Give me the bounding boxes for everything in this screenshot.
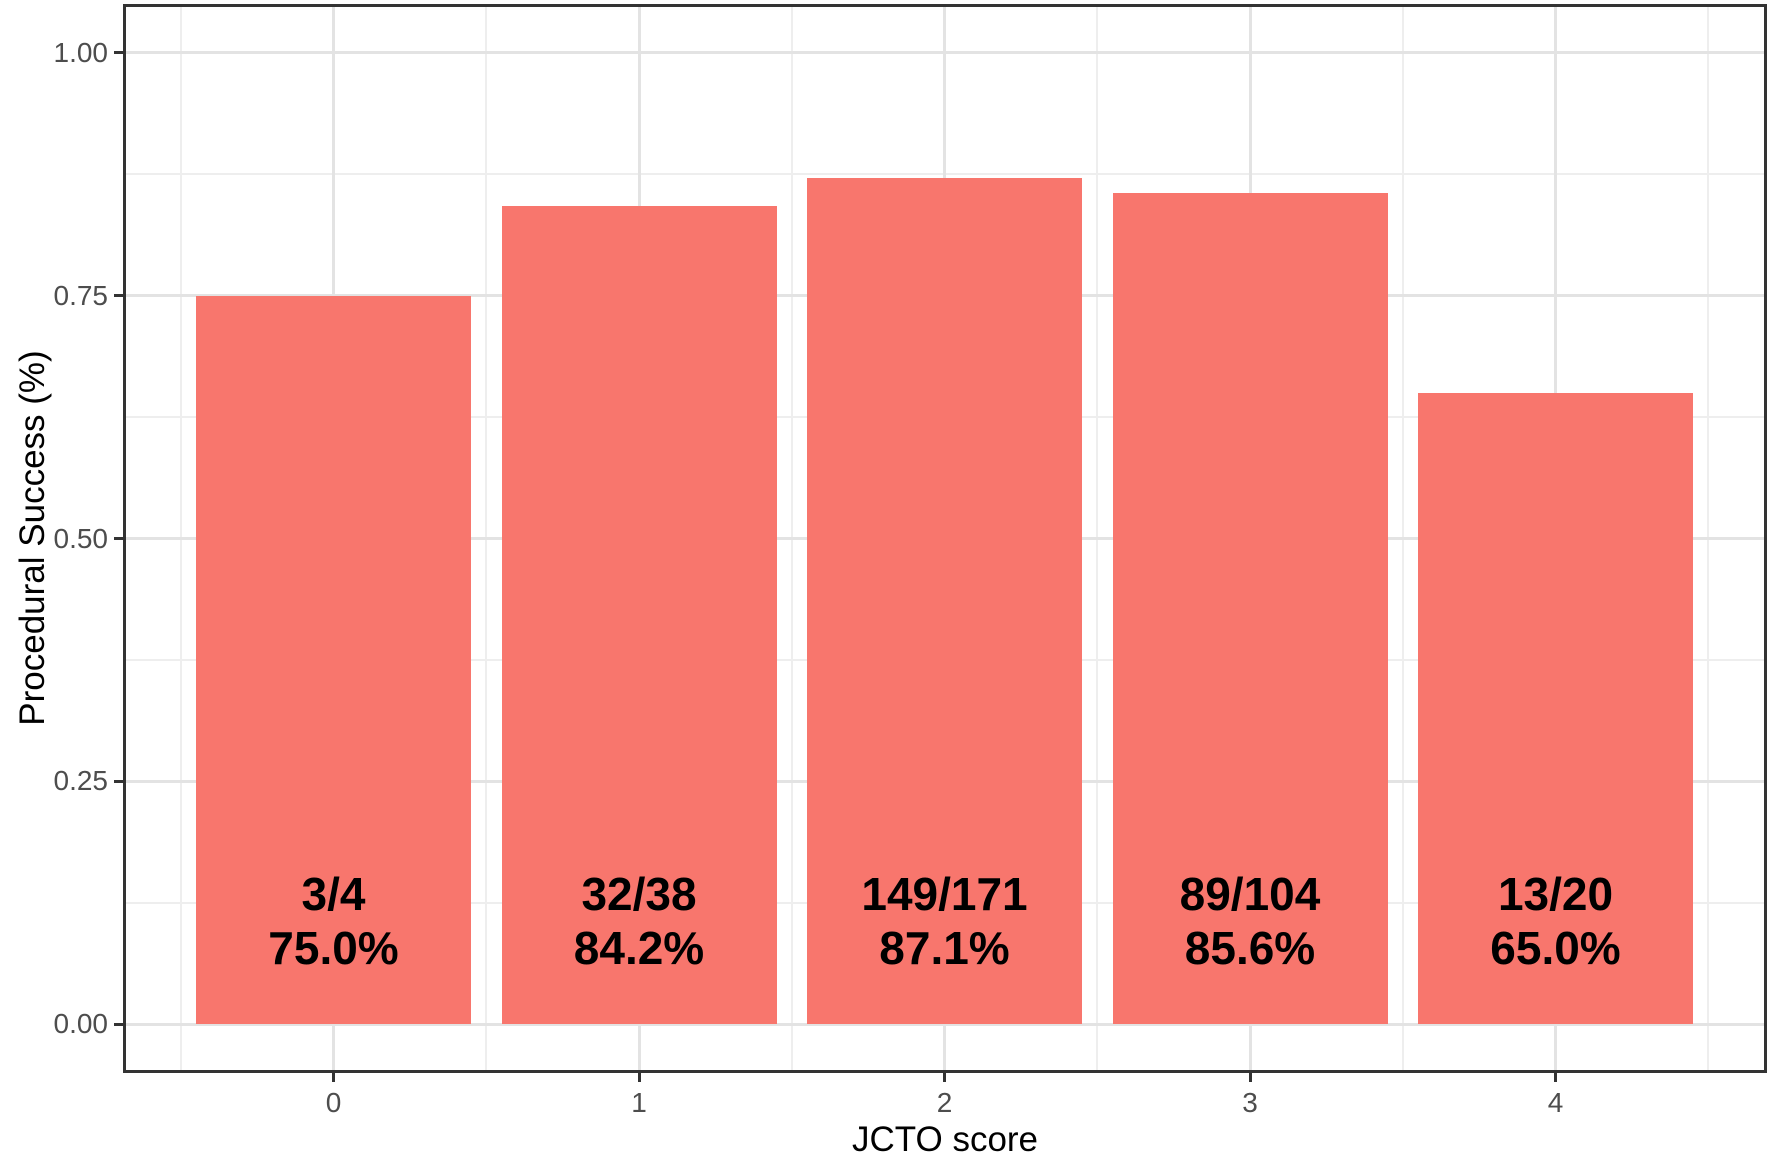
bar-jcto-4 bbox=[1418, 392, 1693, 1025]
bar-label-line: 149/171 bbox=[861, 868, 1028, 920]
bar-label-3: 89/104 85.6% bbox=[1113, 867, 1388, 975]
bar-label-1: 32/38 84.2% bbox=[502, 867, 777, 975]
x-tick-mark bbox=[1554, 1073, 1557, 1082]
y-tick-label: 0.00 bbox=[53, 1008, 109, 1040]
y-tick-label: 1.00 bbox=[53, 36, 109, 68]
y-tick-mark bbox=[114, 1022, 123, 1026]
bar-label-line: 87.1% bbox=[879, 922, 1010, 974]
y-tick-label: 0.75 bbox=[53, 279, 109, 311]
bar-label-line: 89/104 bbox=[1179, 868, 1321, 920]
bar-label-line: 13/20 bbox=[1497, 868, 1614, 920]
x-tick-label: 1 bbox=[631, 1087, 647, 1118]
x-tick-label: 2 bbox=[936, 1087, 953, 1118]
x-tick-mark bbox=[943, 1073, 946, 1082]
x-tick-label: 0 bbox=[325, 1087, 342, 1118]
plot-panel: 3/4 75.0% 32/38 84.2% 149/171 87.1% 89/104 85.6… bbox=[123, 4, 1767, 1073]
x-tick-mark bbox=[1248, 1073, 1252, 1082]
y-tick-label: 0.50 bbox=[53, 522, 109, 554]
bar-label-line: 65.0% bbox=[1490, 922, 1621, 974]
bar-label-line: 3/4 bbox=[301, 868, 366, 920]
bar-jcto-1 bbox=[501, 206, 777, 1025]
bar-label-line: 84.2% bbox=[573, 922, 705, 974]
bar-label-line: 32/38 bbox=[581, 868, 697, 920]
bar-jcto-2 bbox=[807, 177, 1082, 1025]
x-tick-label: 3 bbox=[1242, 1087, 1258, 1118]
bar-jcto-3 bbox=[1112, 192, 1388, 1025]
y-tick-mark bbox=[114, 537, 123, 540]
bar-label-line: 75.0% bbox=[268, 922, 399, 974]
y-axis-title-text: Procedural Success (%) bbox=[13, 350, 52, 726]
x-tick-mark bbox=[637, 1073, 641, 1082]
y-tick-label: 0.25 bbox=[53, 765, 109, 797]
bar-label-4: 13/20 65.0% bbox=[1418, 867, 1693, 975]
x-tick-label: 4 bbox=[1547, 1087, 1564, 1118]
y-tick-mark bbox=[114, 51, 123, 55]
bar-label-2: 149/171 87.1% bbox=[807, 867, 1082, 975]
y-tick-mark bbox=[114, 779, 123, 783]
bar-label-0: 3/4 75.0% bbox=[196, 867, 471, 975]
x-axis-title: JCTO score bbox=[851, 1120, 1039, 1159]
bar-label-line: 85.6% bbox=[1184, 922, 1316, 974]
bar-jcto-0 bbox=[196, 295, 471, 1025]
x-tick-mark bbox=[332, 1073, 335, 1082]
y-tick-mark bbox=[114, 294, 123, 298]
